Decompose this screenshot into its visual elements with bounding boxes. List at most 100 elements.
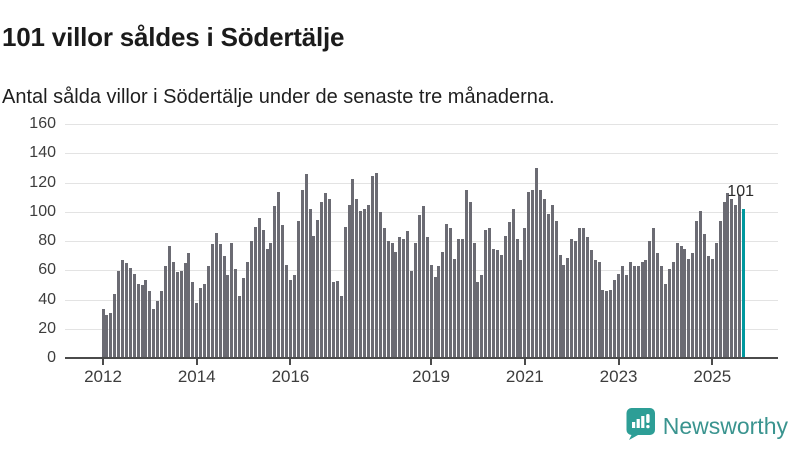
bar — [347, 204, 351, 357]
gridline — [65, 124, 778, 125]
bar — [300, 190, 304, 357]
x-tick-label: 2023 — [599, 367, 638, 386]
x-tick — [102, 359, 104, 365]
x-tick-label: 2021 — [505, 367, 544, 386]
bar — [578, 228, 582, 357]
bar — [226, 275, 230, 357]
bar — [331, 282, 335, 357]
bar — [316, 219, 320, 357]
bar — [230, 242, 234, 357]
y-tick-label: 160 — [29, 115, 56, 132]
y-tick-label: 20 — [38, 319, 56, 337]
bar — [242, 278, 246, 357]
x-tick — [289, 359, 292, 365]
bar — [382, 228, 386, 357]
bar — [406, 231, 410, 357]
bar — [660, 266, 664, 357]
bar — [121, 260, 125, 357]
bar — [640, 261, 644, 357]
bar — [636, 266, 640, 357]
bar — [648, 241, 652, 357]
bar — [312, 235, 316, 357]
bar — [593, 260, 597, 357]
bar — [441, 251, 445, 357]
bar — [527, 191, 531, 357]
bar — [390, 242, 394, 357]
bar — [730, 199, 734, 357]
bar — [101, 308, 105, 357]
newsworthy-icon — [626, 407, 655, 445]
bar — [374, 172, 378, 357]
bar — [105, 314, 109, 357]
bar — [167, 245, 171, 357]
bar — [191, 282, 195, 357]
bar — [656, 253, 660, 357]
bar — [128, 267, 132, 357]
bar — [632, 266, 636, 357]
bar — [292, 275, 296, 357]
bar — [156, 301, 160, 357]
bar — [542, 199, 546, 357]
bar — [281, 225, 285, 357]
bar — [132, 273, 136, 357]
highlighted-bar — [742, 209, 746, 357]
bar — [179, 270, 183, 357]
bar — [574, 241, 578, 357]
bar — [722, 201, 726, 357]
bar — [117, 270, 121, 357]
bar — [667, 269, 671, 357]
x-tick — [711, 359, 714, 365]
bar — [417, 215, 421, 357]
bar — [472, 242, 476, 357]
bar — [456, 238, 460, 357]
bar — [183, 263, 187, 357]
gridline — [65, 299, 778, 301]
page-subtitle: Antal sålda villor i Södertälje under de… — [2, 86, 555, 108]
bar — [710, 259, 714, 357]
x-tick — [430, 359, 433, 365]
bar — [714, 242, 718, 357]
gridline — [65, 211, 778, 213]
bar — [238, 295, 242, 357]
bar — [468, 201, 472, 357]
bar — [339, 295, 343, 357]
bar — [687, 259, 691, 357]
bar — [410, 270, 414, 357]
bar — [308, 209, 312, 357]
bar — [109, 313, 113, 357]
bar — [351, 178, 355, 357]
bar — [187, 253, 191, 357]
bar — [464, 190, 468, 357]
bar — [691, 253, 695, 357]
value-annotation: 101 — [727, 183, 754, 200]
bar — [363, 209, 367, 357]
bar — [496, 250, 499, 357]
bar — [265, 248, 269, 357]
bar — [234, 269, 238, 357]
bar — [273, 206, 277, 357]
gridline — [65, 328, 778, 330]
bar — [199, 288, 203, 357]
bar — [499, 254, 503, 357]
bar — [218, 244, 222, 357]
bar — [195, 302, 199, 357]
bar — [203, 283, 207, 357]
bar — [124, 263, 128, 357]
bar — [367, 204, 371, 357]
bar — [328, 199, 332, 357]
bar — [355, 199, 359, 357]
bar — [206, 266, 210, 357]
bar — [679, 245, 683, 357]
x-tick-label: 2019 — [412, 367, 450, 386]
bar — [175, 272, 179, 357]
bar — [402, 238, 406, 357]
bar — [609, 289, 613, 357]
bar — [144, 279, 148, 357]
bar — [683, 248, 687, 357]
gridline — [65, 182, 778, 184]
bar — [433, 276, 437, 357]
y-axis: 0 20 40 60 80 100 120 140 160 — [0, 115, 56, 366]
bar — [277, 191, 281, 357]
bar — [617, 273, 621, 357]
y-tick-label: 140 — [29, 144, 56, 162]
